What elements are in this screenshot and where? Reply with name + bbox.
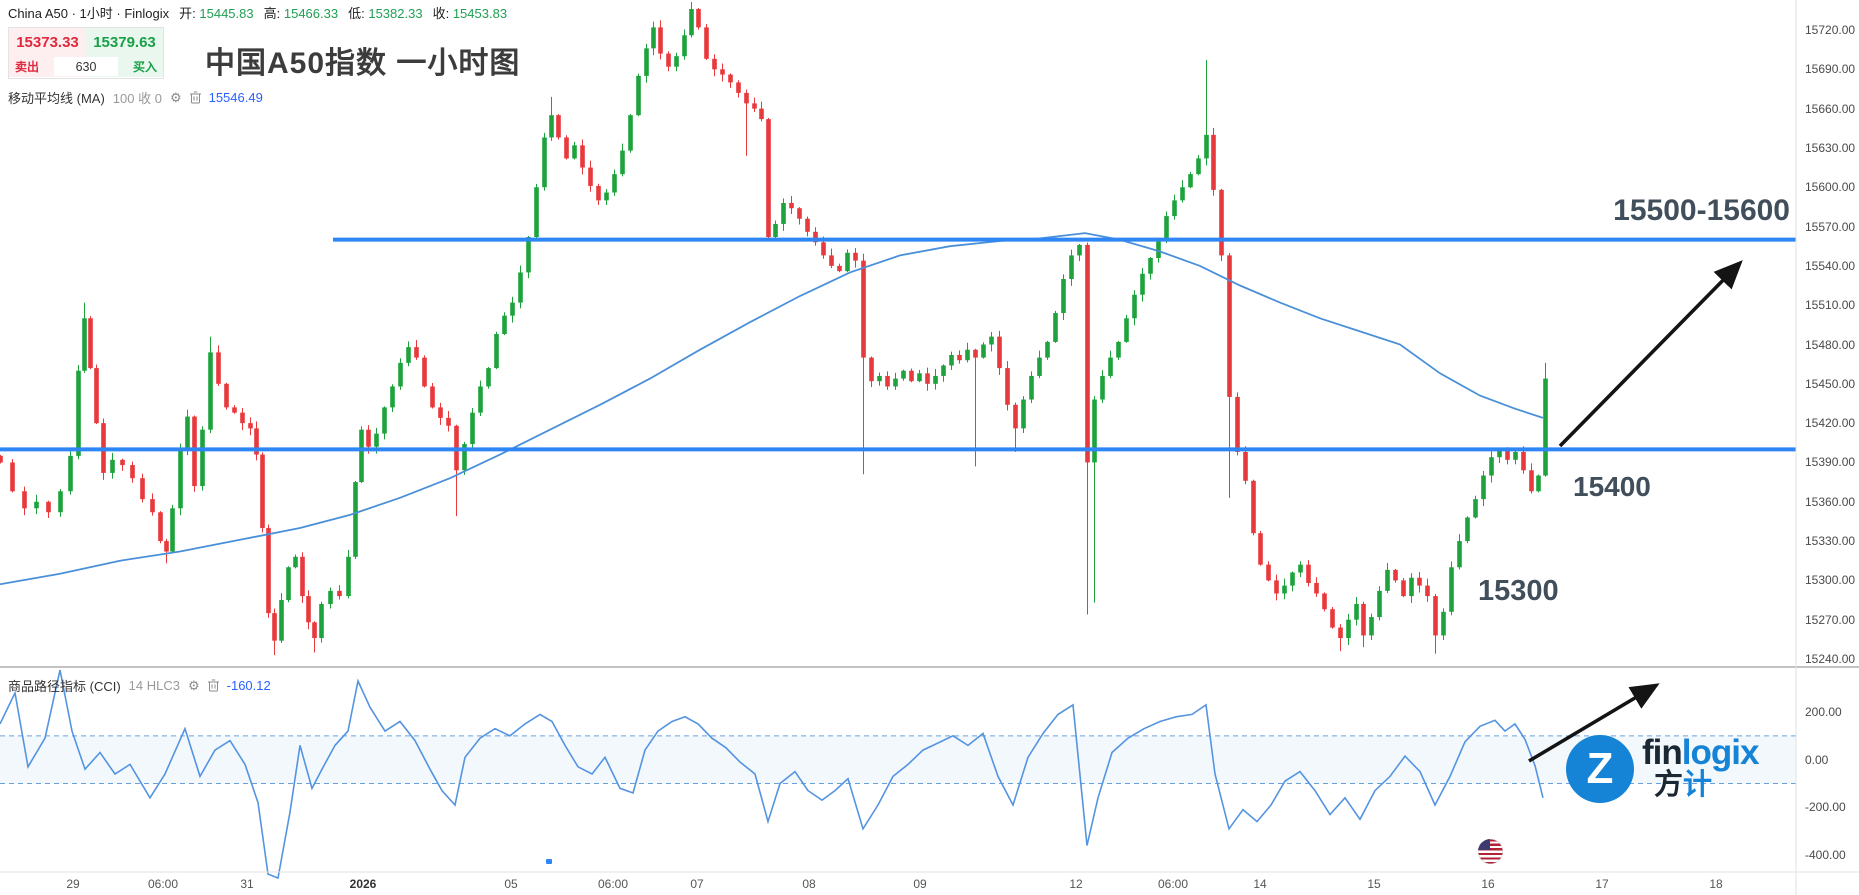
flag-canton — [1478, 839, 1490, 850]
time-tick: 17 — [1595, 877, 1609, 891]
symbol-title[interactable]: China A50 · 1小时 · Finlogix — [8, 6, 170, 21]
quote-widget: 15373.33 15379.63 卖出 买入 630 — [8, 27, 164, 79]
cci-tick: -200.00 — [1805, 800, 1846, 815]
finlogix-logo: Z finlogix 方计 — [1566, 733, 1760, 803]
cci-name[interactable]: 商品路径指标 (CCI) — [8, 679, 121, 694]
price-tick: 15330.00 — [1805, 534, 1856, 549]
trash-icon — [189, 91, 201, 104]
price-tick: 15270.00 — [1805, 612, 1856, 627]
ma-value: 15546.49 — [208, 90, 263, 105]
low-level-label: 15300 — [1478, 575, 1559, 607]
time-tick: 16 — [1481, 877, 1495, 891]
price-tick: 15570.00 — [1805, 219, 1856, 234]
page-title: 中国A50指数 一小时图 — [205, 47, 521, 80]
price-tick: 15600.00 — [1805, 180, 1856, 195]
ohlc-low: 低: 15382.33 — [348, 6, 423, 21]
logo-fin: fin — [1642, 733, 1683, 772]
ma-line — [0, 232, 1544, 586]
ma-settings-gear-icon[interactable]: ⚙ — [169, 90, 182, 105]
time-tick: 06:00 — [1157, 877, 1189, 891]
sell-price[interactable]: 15373.33 — [9, 28, 86, 56]
time-tick: 31 — [240, 877, 254, 891]
buy-price[interactable]: 15379.63 — [86, 28, 163, 56]
support-level-label: 15400 — [1573, 471, 1651, 502]
spread-value: 630 — [54, 57, 118, 76]
cci-value: -160.12 — [226, 678, 271, 693]
finlogix-z-mark-icon: Z — [1566, 735, 1634, 803]
time-tick: 06:00 — [597, 877, 629, 891]
price-tick: 15660.00 — [1805, 101, 1856, 116]
price-tick: 15240.00 — [1805, 652, 1856, 666]
logo-cn-blue: 计 — [1683, 769, 1713, 801]
price-tick: 15510.00 — [1805, 298, 1856, 313]
time-tick: 05 — [504, 877, 518, 891]
time-tick: 06:00 — [147, 877, 179, 891]
trash-icon — [207, 679, 219, 692]
finlogix-wordmark: finlogix 方计 — [1642, 733, 1760, 801]
time-tick: 07 — [690, 877, 704, 891]
ma-name[interactable]: 移动平均线 (MA) — [8, 91, 105, 106]
candles-layer — [0, 2, 1548, 656]
logo-cn-black: 方 — [1654, 769, 1684, 801]
time-tick: 29 — [66, 877, 80, 891]
price-tick: 15720.00 — [1805, 23, 1856, 37]
cci-indicator-row: 商品路径指标 (CCI) 14 HLC3 ⚙ -160.12 — [8, 676, 271, 695]
cci-tick: 0.00 — [1805, 752, 1829, 767]
cci-params: 14 HLC3 — [128, 678, 180, 693]
time-tick: 08 — [802, 877, 816, 891]
us-flag-icon — [1478, 839, 1503, 864]
logo-logix: logix — [1681, 733, 1760, 772]
price-tick: 15300.00 — [1805, 573, 1856, 588]
price-tick: 15360.00 — [1805, 494, 1856, 509]
cci-line — [0, 669, 1544, 880]
trend-arrow-cci — [1528, 683, 1660, 763]
time-tick: 15 — [1367, 877, 1381, 891]
ma-indicator-row: 移动平均线 (MA) 100 收 0 ⚙ 15546.49 — [8, 88, 263, 107]
cci-settings-gear-icon[interactable]: ⚙ — [187, 678, 200, 693]
resistance-zone-label: 15500-15600 — [1613, 194, 1790, 227]
time-tick: 2026 — [349, 877, 377, 891]
ma-params: 100 收 0 — [112, 91, 162, 106]
price-tick: 15390.00 — [1805, 455, 1856, 470]
cci-delete-trash-icon[interactable] — [207, 679, 219, 692]
price-tick: 15420.00 — [1805, 416, 1856, 431]
time-tick: 18 — [1709, 877, 1723, 891]
ohlc-close: 收: 15453.83 — [432, 6, 508, 21]
price-tick: 15540.00 — [1805, 258, 1856, 273]
ohlc-open: 开: 15445.83 — [179, 6, 254, 21]
trend-arrow-main — [1558, 260, 1743, 448]
price-tick: 15690.00 — [1805, 62, 1856, 77]
ma-delete-trash-icon[interactable] — [189, 91, 201, 104]
time-tick: 12 — [1069, 877, 1083, 891]
cci-tick: 200.00 — [1805, 705, 1842, 719]
price-tick: 15480.00 — [1805, 337, 1856, 352]
timeline-marker-dot — [546, 859, 552, 864]
time-tick: 14 — [1253, 877, 1267, 891]
price-tick: 15630.00 — [1805, 140, 1856, 155]
cci-band — [0, 735, 1796, 784]
price-tick: 15450.00 — [1805, 376, 1856, 391]
ohlc-high: 高: 15466.33 — [263, 6, 339, 21]
cci-tick: -400.00 — [1805, 848, 1846, 862]
symbol-header: China A50 · 1小时 · Finlogix 开: 15445.83 高… — [8, 3, 507, 22]
time-tick: 09 — [913, 877, 927, 891]
